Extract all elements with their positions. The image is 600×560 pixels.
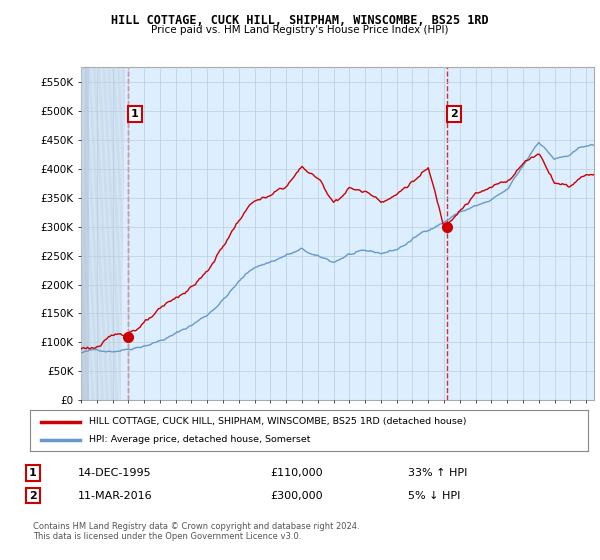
Text: HPI: Average price, detached house, Somerset: HPI: Average price, detached house, Some… bbox=[89, 435, 310, 444]
Text: 33% ↑ HPI: 33% ↑ HPI bbox=[408, 468, 467, 478]
Text: 1: 1 bbox=[131, 109, 139, 119]
Bar bbox=[81, 67, 89, 400]
Text: Contains HM Land Registry data © Crown copyright and database right 2024.
This d: Contains HM Land Registry data © Crown c… bbox=[33, 522, 359, 542]
Text: 14-DEC-1995: 14-DEC-1995 bbox=[78, 468, 152, 478]
Text: £300,000: £300,000 bbox=[270, 491, 323, 501]
Text: 2: 2 bbox=[450, 109, 458, 119]
Text: 11-MAR-2016: 11-MAR-2016 bbox=[78, 491, 152, 501]
Text: HILL COTTAGE, CUCK HILL, SHIPHAM, WINSCOMBE, BS25 1RD: HILL COTTAGE, CUCK HILL, SHIPHAM, WINSCO… bbox=[111, 14, 489, 27]
Text: 2: 2 bbox=[29, 491, 37, 501]
Text: 1: 1 bbox=[29, 468, 37, 478]
Text: Price paid vs. HM Land Registry's House Price Index (HPI): Price paid vs. HM Land Registry's House … bbox=[151, 25, 449, 35]
Text: HILL COTTAGE, CUCK HILL, SHIPHAM, WINSCOMBE, BS25 1RD (detached house): HILL COTTAGE, CUCK HILL, SHIPHAM, WINSCO… bbox=[89, 417, 466, 426]
Text: 5% ↓ HPI: 5% ↓ HPI bbox=[408, 491, 460, 501]
Text: £110,000: £110,000 bbox=[270, 468, 323, 478]
